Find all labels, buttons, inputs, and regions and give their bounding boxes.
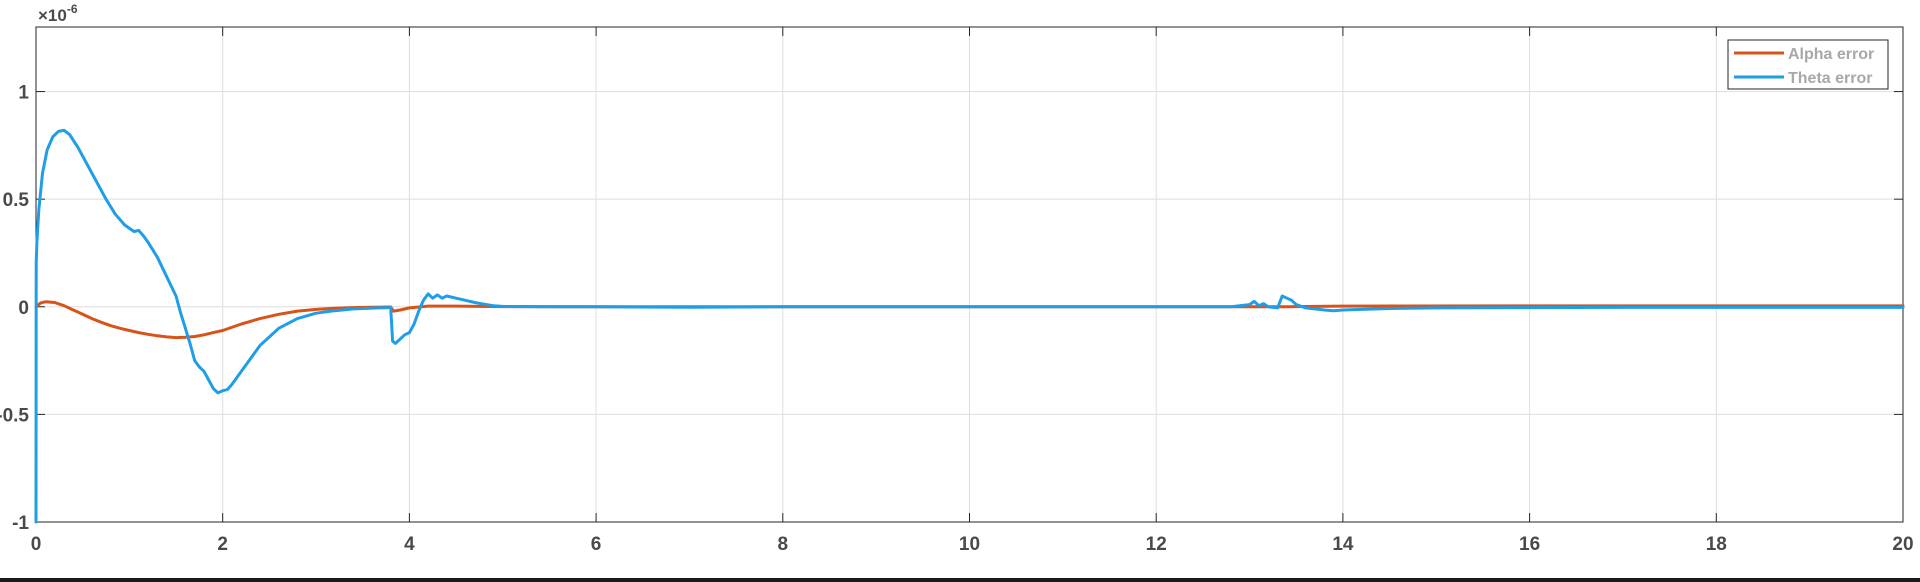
- grid: [36, 27, 1903, 522]
- x-tick-label: 16: [1519, 534, 1540, 555]
- legend: Alpha error Theta error: [1727, 39, 1889, 90]
- x-tick-label: 0: [31, 534, 42, 555]
- legend-box: [1727, 39, 1889, 90]
- y-exponent-label: ×10-6: [38, 2, 78, 25]
- x-tick-label: 4: [404, 534, 415, 555]
- x-tick-label: 12: [1146, 534, 1167, 555]
- x-tick-label: 2: [217, 534, 228, 555]
- x-tick-label: 18: [1706, 534, 1727, 555]
- y-tick-label: 0.5: [3, 190, 30, 211]
- x-tick-label: 6: [591, 534, 602, 555]
- x-tick-label: 8: [778, 534, 789, 555]
- y-tick-label: 0: [18, 298, 29, 319]
- x-tick-label: 10: [959, 534, 980, 555]
- x-tick-label: 20: [1892, 534, 1913, 555]
- axis-ticks: [35, 27, 1904, 523]
- series-lines: [34, 128, 1905, 524]
- series-line-1: [34, 128, 1905, 524]
- tick-labels: 0 2 4 6 8 10 12 14 16 18 20 -1 -0.5 0 0.5 1: [0, 83, 1914, 555]
- legend-label-0: Alpha error: [1788, 46, 1874, 63]
- y-tick-label: -1: [12, 513, 29, 534]
- x-tick-label: 14: [1332, 534, 1354, 555]
- legend-label-1: Theta error: [1788, 70, 1872, 87]
- y-tick-label: -0.5: [0, 405, 29, 426]
- y-tick-label: 1: [18, 83, 29, 104]
- window-bottom-edge: [0, 578, 1920, 582]
